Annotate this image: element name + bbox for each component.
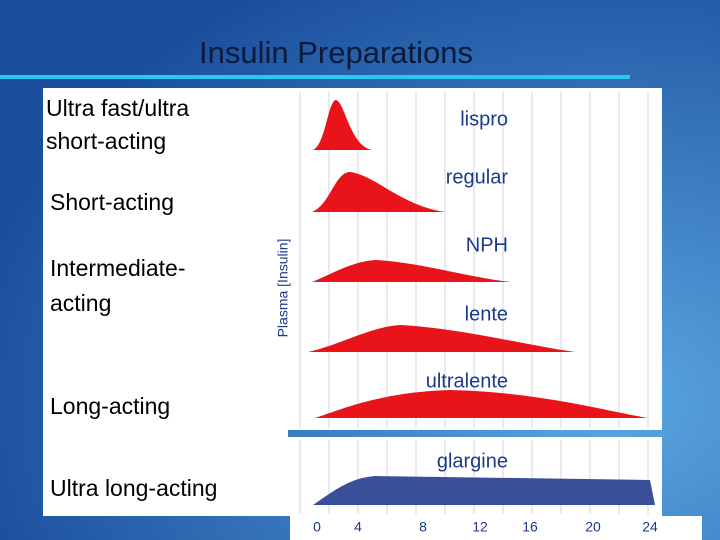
x-tick-label: 4: [354, 519, 362, 535]
category-label: Intermediate-: [50, 255, 186, 281]
curve-label: NPH: [466, 234, 508, 256]
x-tick-label: 20: [585, 519, 601, 535]
curve-ultralente: [315, 390, 648, 418]
curve-label: ultralente: [426, 370, 508, 392]
y-axis-label: Plasma [Insulin]: [275, 239, 291, 338]
category-label: Long-acting: [50, 393, 170, 419]
curves: [308, 100, 655, 505]
curve-lente: [308, 325, 575, 352]
x-tick-label: 24: [642, 519, 658, 535]
label-panel: [43, 88, 288, 516]
labels: Ultra fast/ultra short-acting Short-acting…: [46, 95, 658, 535]
curve-lispro: [312, 100, 372, 150]
category-label: acting: [50, 290, 111, 316]
x-tick-label: 16: [522, 519, 538, 535]
title-rule: [0, 75, 630, 79]
category-label: short-acting: [46, 128, 166, 154]
category-label: Ultra long-acting: [50, 475, 217, 501]
x-tick-label: 12: [472, 519, 488, 535]
category-label: Short-acting: [50, 189, 174, 215]
curve-label: lente: [465, 303, 508, 325]
category-label: Ultra fast/ultra: [46, 95, 189, 121]
curve-label: glargine: [437, 450, 508, 472]
x-tick-label: 8: [419, 519, 427, 535]
curve-nph: [312, 260, 512, 282]
curve-label: lispro: [460, 108, 508, 130]
curve-label: regular: [446, 166, 509, 188]
curve-regular: [312, 172, 445, 212]
x-tick-label: 0: [313, 519, 321, 535]
curve-glargine: [313, 476, 655, 505]
x-axis-strip: [290, 516, 702, 540]
title: Insulin Preparations: [199, 35, 473, 70]
